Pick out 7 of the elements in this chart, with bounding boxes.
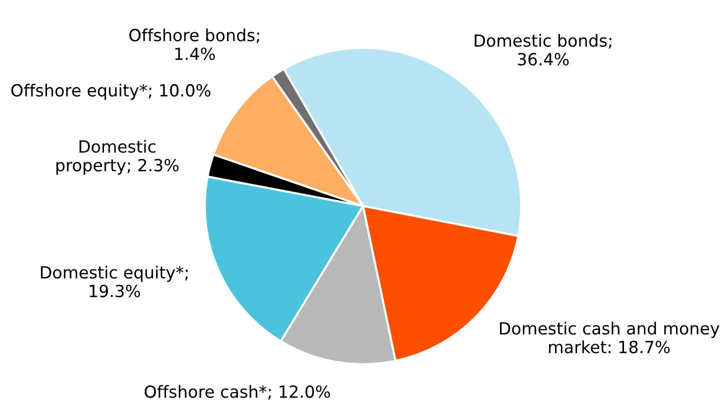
slice-label: Offshore equity*; 10.0% <box>11 84 210 100</box>
slice-label: Domestic bonds; 36.4% <box>474 34 612 66</box>
slice-label: Domestic cash and money market: 18.7% <box>500 322 720 354</box>
slice-label: Domestic property; 2.3% <box>56 140 179 175</box>
slice-label: Offshore cash*; 12.0% <box>144 385 330 400</box>
slice-label: Domestic equity*; 19.3% <box>40 266 188 298</box>
slice-label: Offshore bonds; 1.4% <box>129 28 259 60</box>
